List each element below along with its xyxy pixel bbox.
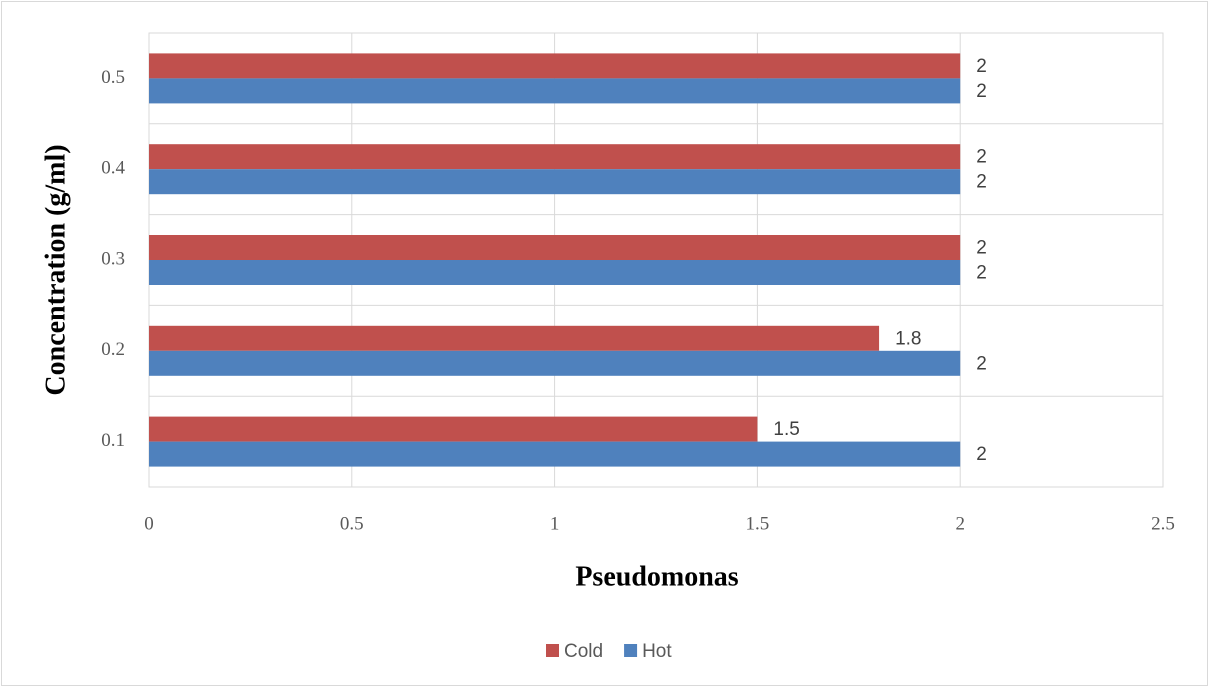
bar <box>149 260 961 285</box>
x-tick-label: 1.5 <box>746 513 770 534</box>
data-label: 2 <box>976 238 987 259</box>
bar <box>149 325 880 351</box>
data-label: 2 <box>976 172 987 193</box>
data-label: 2 <box>976 56 987 77</box>
bar <box>149 441 961 467</box>
bar <box>149 235 961 260</box>
data-label: 2 <box>976 81 987 102</box>
bar <box>149 144 961 170</box>
legend-swatch <box>624 644 638 657</box>
bar <box>149 416 758 442</box>
data-label: 2 <box>976 444 987 465</box>
legend-swatch <box>546 644 559 657</box>
y-tick-label: 0.4 <box>101 158 125 179</box>
data-label: 2 <box>976 353 987 374</box>
data-label: 2 <box>976 263 987 284</box>
data-label: 1.5 <box>773 419 799 440</box>
bar <box>149 78 961 104</box>
legend-label: Cold <box>564 641 603 662</box>
legend-label: Hot <box>642 641 672 662</box>
y-tick-label: 0.3 <box>101 248 125 269</box>
bar <box>149 350 961 376</box>
x-tick-label: 0.5 <box>340 513 364 534</box>
y-tick-label: 0.1 <box>101 430 125 451</box>
y-axis-label: Concentration (g/ml) <box>40 144 71 395</box>
x-axis-label: Pseudomonas <box>575 561 738 592</box>
y-tick-label: 0.5 <box>101 67 125 88</box>
x-tick-label: 1 <box>550 513 560 534</box>
data-label: 2 <box>976 147 987 168</box>
x-tick-label: 0 <box>144 513 154 534</box>
data-label: 1.8 <box>895 328 921 349</box>
x-tick-label: 2.5 <box>1151 513 1175 534</box>
bar <box>149 53 961 79</box>
bar <box>149 169 961 195</box>
x-tick-label: 2 <box>955 513 965 534</box>
y-tick-label: 0.2 <box>101 339 125 360</box>
